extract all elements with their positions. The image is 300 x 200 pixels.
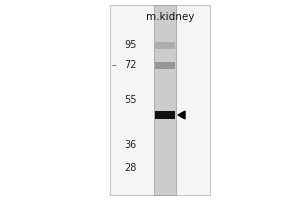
Bar: [154, 5, 176, 195]
Polygon shape: [178, 111, 185, 119]
Bar: [155, 62, 175, 69]
Text: 28: 28: [124, 163, 137, 173]
Text: m.kidney: m.kidney: [146, 12, 194, 22]
Text: –: –: [112, 60, 117, 70]
Bar: [155, 42, 175, 49]
Text: 55: 55: [124, 95, 137, 105]
Bar: [155, 111, 175, 119]
Bar: [110, 5, 210, 195]
Text: 36: 36: [125, 140, 137, 150]
Text: 95: 95: [124, 40, 137, 50]
Text: 72: 72: [124, 60, 137, 70]
